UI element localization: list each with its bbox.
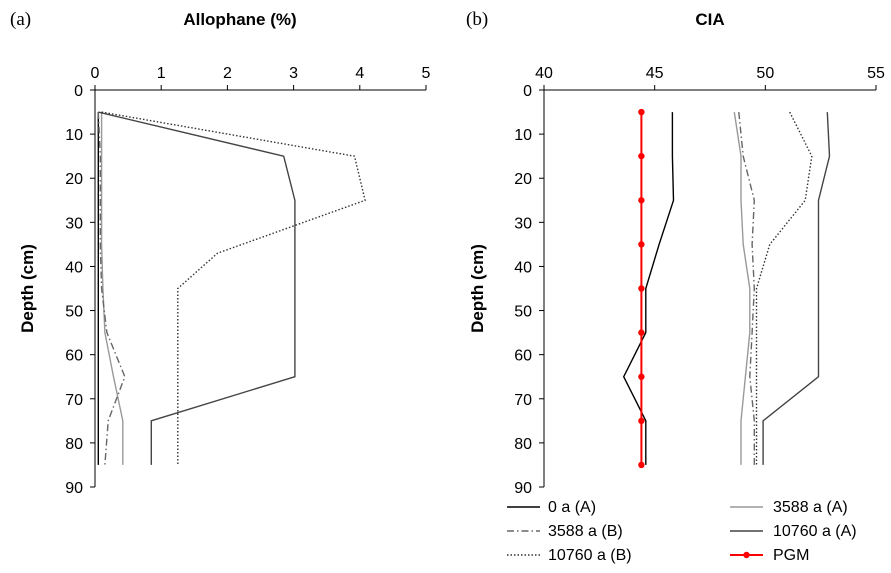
legend-entry: 10760 a (B) — [548, 547, 632, 564]
x-tick-label: 5 — [422, 65, 431, 82]
series-line-10760-a-b- — [755, 111, 813, 465]
x-tick-label: 45 — [646, 65, 664, 82]
panel-label: (a) — [10, 9, 31, 30]
y-tick-label: 40 — [65, 259, 83, 276]
x-tick-label: 3 — [289, 65, 298, 82]
x-tick-label: 40 — [535, 65, 553, 82]
series-line-10760-a-a- — [762, 112, 831, 465]
series-line-3588-a-a- — [100, 112, 124, 465]
y-tick-label: 10 — [514, 127, 532, 144]
series-line-3588-a-b- — [97, 112, 126, 465]
y-tick-label: 20 — [514, 171, 532, 188]
y-tick-label: 60 — [514, 348, 532, 365]
series-line-10760-a-b- — [101, 111, 366, 465]
legend-marker — [743, 551, 750, 559]
y-tick-label: 40 — [514, 259, 532, 276]
data-point — [638, 329, 645, 336]
y-tick-label: 90 — [65, 480, 83, 497]
series-line-3588-a-b- — [738, 112, 756, 465]
x-tick-label: 1 — [157, 65, 166, 82]
chart-title: Allophane (%) — [183, 10, 296, 29]
series-line-3588-a-a- — [733, 111, 751, 465]
x-tick-label: 2 — [223, 65, 232, 82]
data-point — [638, 152, 645, 160]
x-tick-label: 55 — [867, 65, 885, 82]
y-axis-label: Depth (cm) — [18, 244, 37, 333]
legend-entry: 10760 a (A) — [773, 523, 857, 540]
y-tick-label: 50 — [514, 304, 532, 321]
y-tick-label: 30 — [65, 215, 83, 232]
legend-entry: 3588 a (B) — [548, 523, 623, 540]
x-tick-label: 4 — [355, 65, 364, 82]
series-line-10760-a-a- — [98, 111, 296, 465]
y-tick-label: 70 — [514, 392, 532, 409]
y-tick-label: 80 — [514, 436, 532, 453]
legend-entry: 0 a (A) — [548, 499, 596, 516]
y-tick-label: 30 — [514, 215, 532, 232]
series-line-0-a-a- — [622, 112, 675, 465]
data-point — [638, 417, 645, 425]
data-point — [638, 197, 645, 204]
panel-label: (b) — [466, 9, 488, 30]
data-point — [638, 373, 645, 380]
data-point — [638, 461, 645, 469]
x-tick-label: 0 — [91, 65, 100, 82]
chart-title: CIA — [695, 10, 724, 29]
y-tick-label: 90 — [514, 480, 532, 497]
data-point — [638, 241, 645, 248]
x-tick-label: 50 — [756, 65, 774, 82]
y-tick-label: 0 — [74, 83, 83, 100]
y-tick-label: 70 — [65, 392, 83, 409]
y-tick-label: 10 — [65, 127, 83, 144]
data-point — [638, 285, 645, 292]
legend-entry: PGM — [773, 547, 809, 564]
data-point — [638, 108, 645, 116]
y-tick-label: 50 — [65, 304, 83, 321]
y-tick-label: 0 — [523, 83, 532, 100]
y-tick-label: 20 — [65, 171, 83, 188]
y-axis-label: Depth (cm) — [468, 244, 487, 333]
y-tick-label: 80 — [65, 436, 83, 453]
legend-entry: 3588 a (A) — [773, 499, 848, 516]
y-tick-label: 60 — [65, 348, 83, 365]
